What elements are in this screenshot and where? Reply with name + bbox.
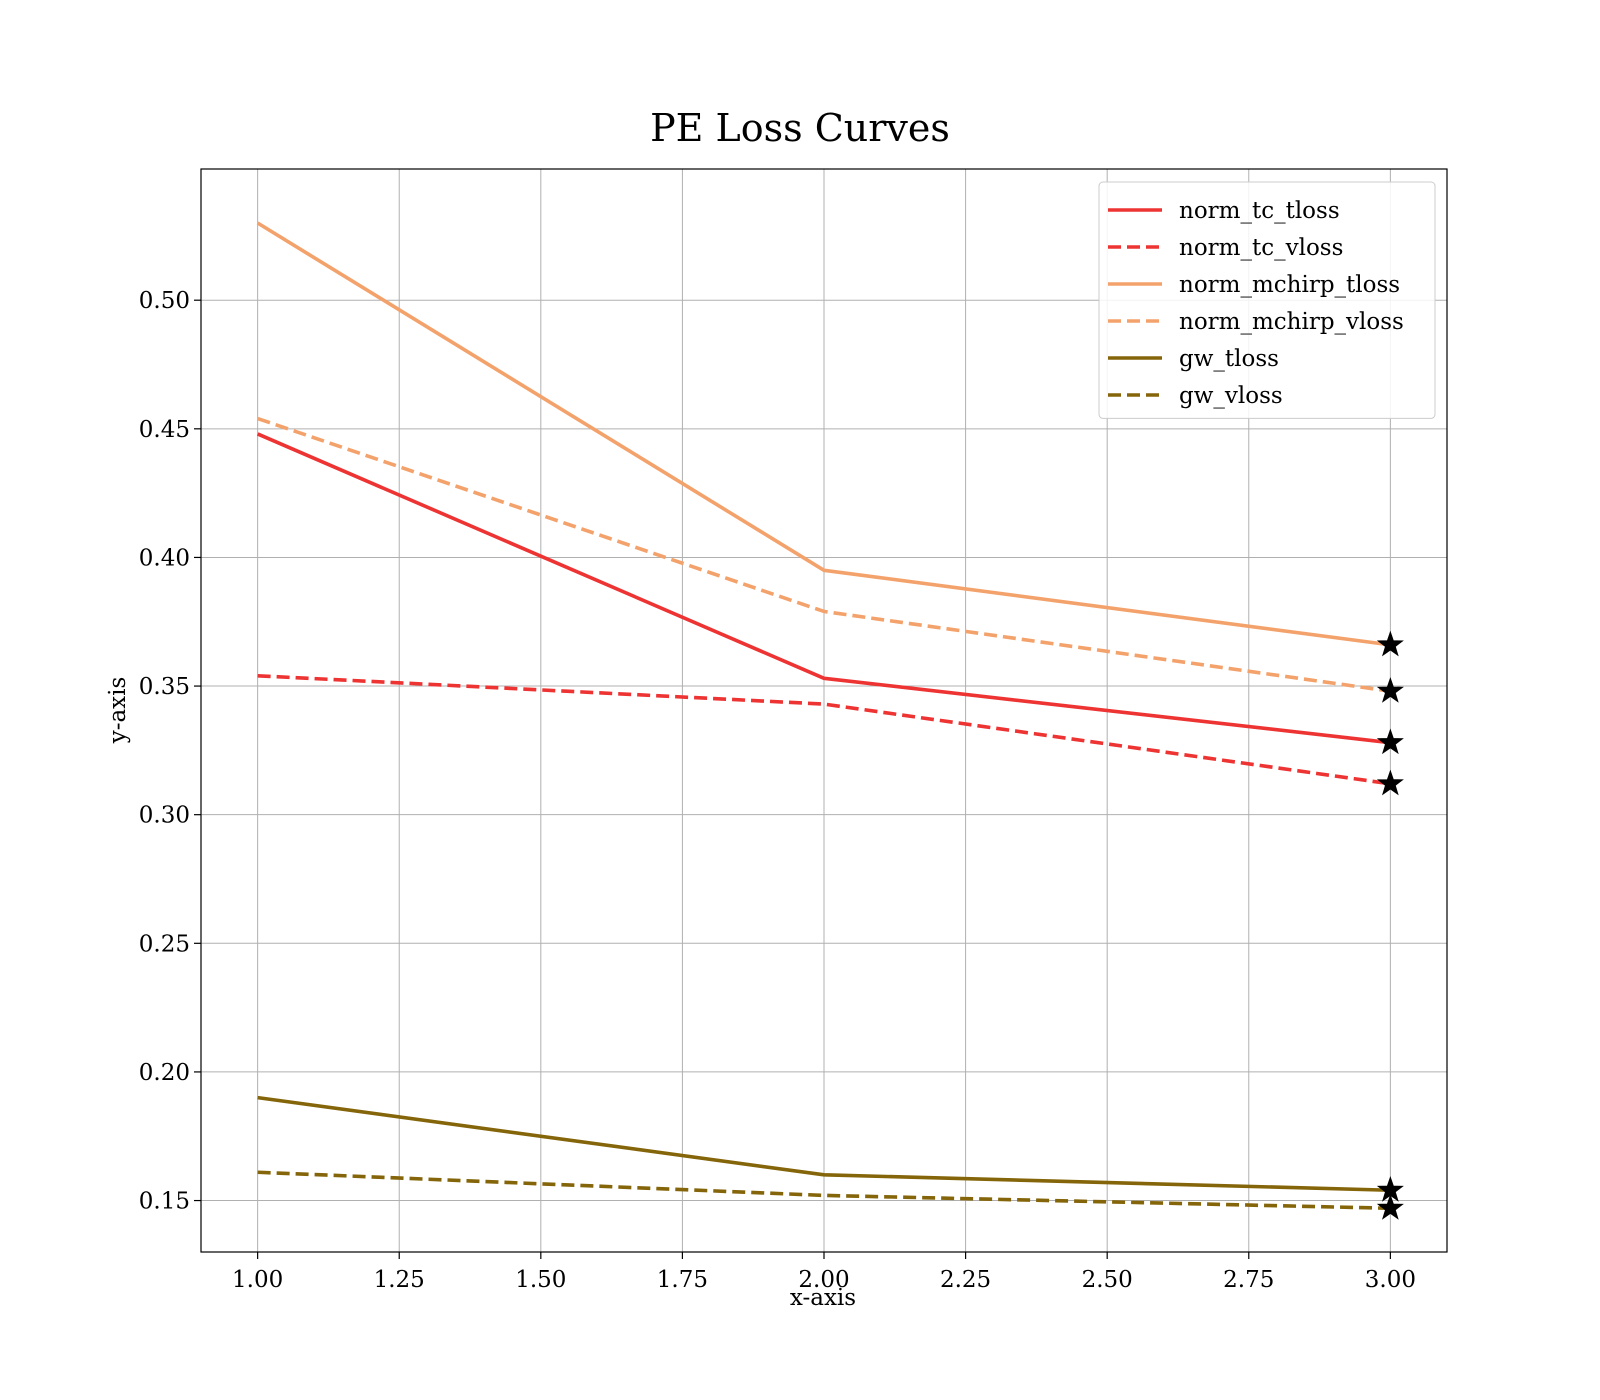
legend-label-gw_vloss: gw_vloss <box>1179 383 1283 409</box>
y-axis-label: y-axis <box>105 677 131 745</box>
y-tick-label: 0.45 <box>139 417 190 443</box>
y-tick-label: 0.20 <box>139 1060 190 1086</box>
series-lines <box>256 221 1391 1211</box>
legend-label-norm_tc_tloss: norm_tc_tloss <box>1179 198 1340 224</box>
x-tick-label: 2.50 <box>1082 1267 1133 1293</box>
series-line-norm_tc_tloss <box>256 432 1391 745</box>
end-marker-gw_vloss <box>1376 1194 1404 1220</box>
legend: norm_tc_tloss norm_tc_vloss norm_mchirp_tl… <box>1098 181 1436 419</box>
y-tick-label: 0.25 <box>139 931 190 957</box>
legend-box <box>1098 181 1436 419</box>
y-tick-label: 0.50 <box>139 288 190 314</box>
x-tick-label: 2.25 <box>940 1267 991 1293</box>
legend-label-norm_mchirp_vloss: norm_mchirp_vloss <box>1179 309 1404 335</box>
x-tick-label: 1.25 <box>374 1267 425 1293</box>
legend-label-norm_mchirp_tloss: norm_mchirp_tloss <box>1179 272 1400 298</box>
end-marker-norm_tc_vloss <box>1376 769 1404 796</box>
legend-label-gw_tloss: gw_tloss <box>1179 346 1279 372</box>
end-marker-norm_mchirp_vloss <box>1376 676 1404 703</box>
x-tick-label: 2.75 <box>1223 1267 1274 1293</box>
x-tick-label: 1.00 <box>232 1267 283 1293</box>
x-axis-label: x-axis <box>790 1285 856 1311</box>
x-tick-label: 2.00 <box>798 1267 849 1293</box>
x-tick-label: 1.50 <box>515 1267 566 1293</box>
x-tick-label: 3.00 <box>1365 1267 1416 1293</box>
end-markers <box>1376 630 1404 1220</box>
series-line-norm_mchirp_vloss <box>257 416 1391 693</box>
axis-ticks: 1.00 1.25 1.50 1.75 2.00 2.25 2.50 2.75 3.00 0.15… <box>139 288 1416 1293</box>
legend-label-norm_tc_vloss: norm_tc_vloss <box>1179 235 1343 261</box>
y-tick-label: 0.30 <box>139 803 190 829</box>
series-line-gw_tloss <box>257 1095 1391 1193</box>
y-tick-label: 0.35 <box>139 674 190 700</box>
grid <box>201 169 1447 1252</box>
chart-title: PE Loss Curves <box>650 106 950 150</box>
y-tick-label: 0.15 <box>139 1189 190 1215</box>
y-tick-label: 0.40 <box>139 545 190 571</box>
end-marker-norm_tc_tloss <box>1376 728 1404 755</box>
x-tick-label: 1.75 <box>657 1267 708 1293</box>
series-line-norm_mchirp_tloss <box>256 221 1391 647</box>
end-marker-norm_mchirp_tloss <box>1376 630 1404 657</box>
